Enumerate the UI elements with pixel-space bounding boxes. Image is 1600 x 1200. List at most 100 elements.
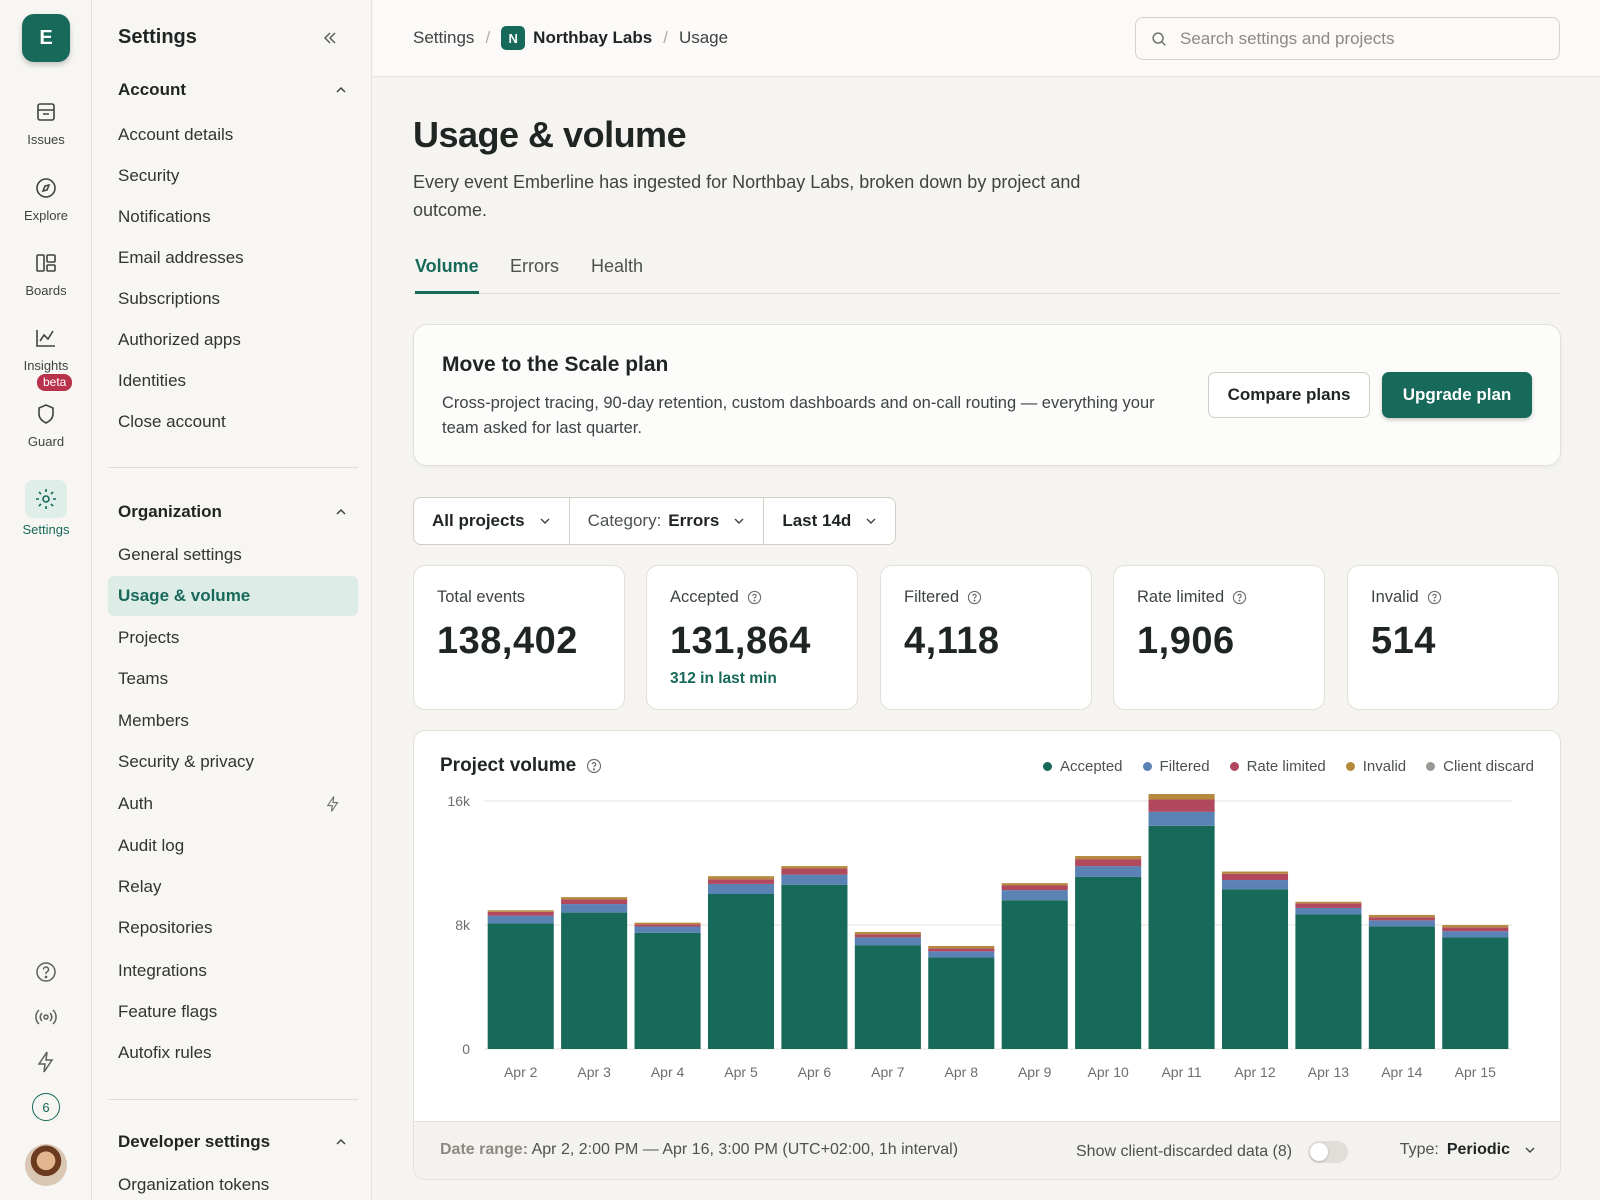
whats-new-button[interactable]: [0, 1050, 92, 1074]
tab-health[interactable]: Health: [591, 256, 644, 276]
bar-segment-rate-limited[interactable]: [1148, 799, 1215, 812]
info-icon[interactable]: [586, 758, 602, 774]
bar-segment-accepted[interactable]: [1001, 900, 1068, 1049]
legend-item[interactable]: Invalid: [1345, 758, 1406, 775]
bar-segment-rate-limited[interactable]: [561, 899, 628, 905]
bar-segment-accepted[interactable]: [1148, 825, 1215, 1049]
bar-segment-rate-limited[interactable]: [1221, 873, 1289, 881]
sidebar-group-developer-settings[interactable]: Developer settings: [118, 1132, 348, 1152]
sidebar-item-autofix-rules[interactable]: Autofix rules: [118, 1043, 212, 1062]
bar-segment-rate-limited[interactable]: [707, 879, 775, 884]
tab-errors[interactable]: Errors: [510, 256, 559, 276]
sidebar-item-subscriptions[interactable]: Subscriptions: [118, 289, 221, 308]
sidebar-item-email-addresses[interactable]: Email addresses: [118, 248, 244, 267]
broadcast-button[interactable]: [0, 1005, 92, 1029]
sidebar-group-organization[interactable]: Organization: [118, 502, 348, 522]
sidebar-item-auth[interactable]: Auth: [108, 784, 358, 824]
bar-segment-filtered[interactable]: [707, 883, 775, 894]
sidebar-item-integrations[interactable]: Integrations: [118, 961, 207, 980]
bar-segment-invalid[interactable]: [634, 922, 701, 925]
bar-segment-accepted[interactable]: [1221, 889, 1289, 1049]
bar-segment-accepted[interactable]: [487, 923, 554, 1049]
compare-plans-button[interactable]: Compare plans: [1208, 372, 1370, 418]
bar-segment-filtered[interactable]: [1368, 920, 1435, 927]
bar-segment-rate-limited[interactable]: [1442, 927, 1509, 932]
sidebar-item-general-settings[interactable]: General settings: [118, 545, 242, 564]
bar-segment-filtered[interactable]: [1148, 811, 1215, 826]
breadcrumb-org[interactable]: Northbay Labs: [533, 28, 653, 47]
bar-segment-rate-limited[interactable]: [487, 911, 554, 916]
bar-segment-invalid[interactable]: [1001, 883, 1068, 886]
chart-type-dropdown[interactable]: Type: Periodic: [1400, 1141, 1536, 1159]
search-input[interactable]: [1180, 28, 1550, 49]
bar-segment-accepted[interactable]: [928, 957, 995, 1049]
bar-segment-rate-limited[interactable]: [1368, 917, 1435, 921]
rail-item-issues[interactable]: Issues: [0, 100, 92, 147]
legend-item[interactable]: Rate limited: [1229, 758, 1326, 775]
bar-segment-rate-limited[interactable]: [1075, 859, 1142, 867]
rail-item-explore[interactable]: Explore: [0, 176, 92, 223]
collapse-sidebar-icon[interactable]: [320, 28, 340, 48]
sidebar-item-organization-tokens[interactable]: Organization tokens: [118, 1175, 270, 1194]
info-icon[interactable]: [967, 590, 982, 605]
sidebar-item-relay[interactable]: Relay: [118, 877, 162, 896]
bar-segment-invalid[interactable]: [707, 876, 775, 880]
legend-item[interactable]: Filtered: [1142, 758, 1210, 775]
legend-item[interactable]: Accepted: [1042, 758, 1123, 775]
notifications-button[interactable]: 6: [0, 1093, 92, 1121]
search-box[interactable]: [1135, 17, 1560, 60]
bar-segment-filtered[interactable]: [1075, 866, 1142, 877]
workspace-logo[interactable]: E: [22, 14, 70, 62]
client-discard-toggle[interactable]: [1308, 1141, 1349, 1163]
bar-segment-accepted[interactable]: [1442, 937, 1509, 1049]
sidebar-item-notifications[interactable]: Notifications: [118, 207, 211, 226]
bar-segment-accepted[interactable]: [781, 884, 848, 1049]
rail-item-guard[interactable]: Guard: [0, 402, 92, 449]
bar-segment-filtered[interactable]: [928, 951, 995, 958]
bar-segment-invalid[interactable]: [1075, 856, 1142, 860]
bar-segment-rate-limited[interactable]: [1001, 885, 1068, 891]
user-avatar-button[interactable]: [0, 1144, 92, 1186]
bar-segment-invalid[interactable]: [1295, 901, 1362, 904]
period-filter-dropdown[interactable]: Last 14d: [764, 498, 895, 544]
bar-segment-filtered[interactable]: [1221, 880, 1289, 890]
bar-segment-invalid[interactable]: [1221, 871, 1289, 874]
bar-segment-filtered[interactable]: [1442, 931, 1509, 938]
bar-segment-filtered[interactable]: [561, 904, 628, 913]
sidebar-item-teams[interactable]: Teams: [118, 669, 169, 688]
bar-segment-rate-limited[interactable]: [634, 924, 701, 927]
breadcrumb-settings[interactable]: Settings: [413, 28, 475, 47]
project-filter-dropdown[interactable]: All projects: [414, 498, 570, 544]
sidebar-item-security[interactable]: Security: [118, 166, 180, 185]
sidebar-group-account[interactable]: Account: [118, 80, 348, 100]
info-icon[interactable]: [1232, 590, 1247, 605]
sidebar-item-usage-volume[interactable]: Usage & volume: [108, 576, 358, 616]
tab-volume[interactable]: Volume: [415, 256, 479, 294]
bar-segment-filtered[interactable]: [854, 937, 921, 946]
bar-segment-invalid[interactable]: [1148, 794, 1215, 800]
bar-segment-rate-limited[interactable]: [928, 948, 995, 952]
bar-segment-rate-limited[interactable]: [854, 934, 921, 938]
bar-segment-filtered[interactable]: [634, 926, 701, 933]
help-button[interactable]: [0, 960, 92, 984]
bar-segment-accepted[interactable]: [854, 945, 921, 1049]
bar-segment-invalid[interactable]: [561, 897, 628, 900]
bar-segment-rate-limited[interactable]: [1295, 903, 1362, 908]
rail-item-boards[interactable]: Boards: [0, 251, 92, 298]
sidebar-item-projects[interactable]: Projects: [118, 628, 180, 647]
upgrade-plan-button[interactable]: Upgrade plan: [1382, 372, 1532, 418]
bar-segment-filtered[interactable]: [487, 915, 554, 924]
bar-segment-accepted[interactable]: [1075, 876, 1142, 1049]
bar-segment-accepted[interactable]: [561, 912, 628, 1049]
bar-segment-invalid[interactable]: [487, 910, 554, 912]
sidebar-item-authorized-apps[interactable]: Authorized apps: [118, 330, 241, 349]
bar-segment-invalid[interactable]: [1442, 925, 1509, 928]
sidebar-item-repositories[interactable]: Repositories: [118, 918, 213, 937]
sidebar-item-close-account[interactable]: Close account: [118, 412, 226, 431]
rail-item-settings[interactable]: Settings: [0, 480, 92, 537]
category-filter-dropdown[interactable]: Category: Errors: [570, 498, 765, 544]
sidebar-item-feature-flags[interactable]: Feature flags: [118, 1002, 218, 1021]
bar-segment-accepted[interactable]: [1368, 926, 1435, 1049]
sidebar-item-account-details[interactable]: Account details: [118, 125, 234, 144]
bar-segment-filtered[interactable]: [781, 874, 848, 885]
